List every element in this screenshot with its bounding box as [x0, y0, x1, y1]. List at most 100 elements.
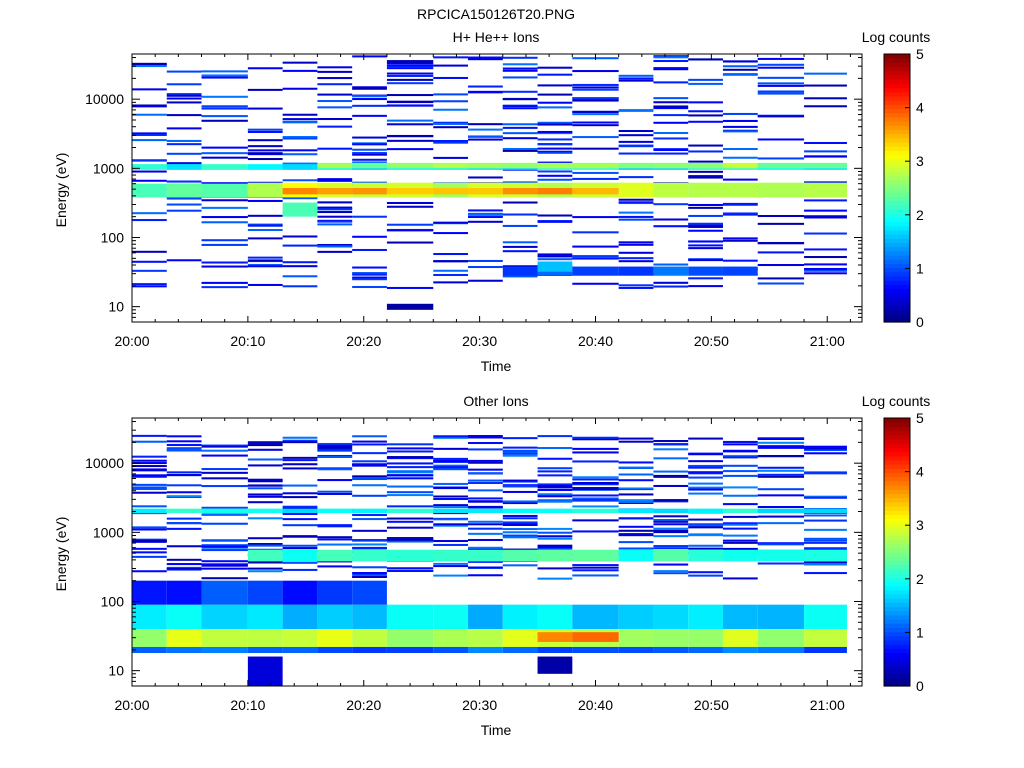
heatmap-cell [653, 570, 689, 573]
heatmap-cell [386, 466, 434, 469]
heatmap-cell [282, 535, 318, 538]
colorbar-segment [884, 204, 910, 210]
heatmap-cell [352, 285, 387, 289]
heatmap-cell [537, 447, 573, 450]
heatmap-cell [572, 216, 619, 219]
colorbar-segment [884, 639, 910, 645]
heatmap-cell [618, 215, 654, 218]
heatmap-cell [537, 170, 573, 173]
heatmap-cell [618, 286, 654, 289]
colorbar-segment [884, 556, 910, 561]
heatmap-cell [201, 199, 248, 202]
heatmap-band-cell [317, 162, 353, 169]
heatmap-band-cell [572, 266, 619, 276]
heatmap-cell [201, 485, 248, 488]
heatmap-cell [804, 209, 847, 212]
heatmap-cell [653, 285, 689, 288]
heatmap-cell [166, 522, 202, 525]
colorbar-segment [884, 162, 910, 168]
heatmap-cell [317, 479, 353, 482]
heatmap-cell [132, 526, 167, 529]
heatmap-cell [352, 86, 387, 89]
heatmap-cell [132, 491, 167, 494]
heatmap-band-cell [433, 187, 469, 195]
heatmap-cell [468, 441, 503, 445]
heatmap-cell [804, 528, 847, 531]
heatmap-cell [317, 223, 353, 226]
plot-frame [131, 53, 863, 323]
heatmap-cell [618, 517, 654, 520]
heatmap-cell [653, 67, 689, 70]
heatmap-cell [201, 95, 248, 98]
heatmap-cell [386, 61, 434, 64]
heatmap-cell [804, 267, 847, 270]
heatmap-cell [132, 65, 167, 68]
heatmap-cell [282, 69, 318, 72]
heatmap-cell [618, 501, 654, 505]
heatmap-cell [166, 473, 202, 477]
x-tick-label: 21:00 [810, 333, 845, 349]
heatmap-cell [282, 121, 318, 124]
colorbar-segment [884, 141, 910, 147]
heatmap-band-cell [352, 162, 387, 169]
heatmap-cell [468, 259, 503, 262]
heatmap-cell [722, 523, 758, 526]
colorbar-segment [884, 606, 910, 612]
heatmap-cell [201, 544, 248, 547]
heatmap-band-cell [433, 604, 469, 630]
heatmap-cell [502, 67, 538, 70]
heatmap-cell [132, 462, 167, 465]
heatmap-cell [757, 251, 805, 254]
heatmap-cell [132, 62, 167, 65]
heatmap-cell [722, 65, 758, 68]
heatmap-band-cell [722, 182, 758, 198]
heatmap-cell [502, 548, 538, 551]
x-axis-label: Time [481, 722, 512, 738]
heatmap-cell [317, 468, 353, 471]
panel-h-he-ions: H+ He++ Ions 20:00 20:10 20:20 20:30 20:40 20… [53, 29, 930, 374]
heatmap-cell [618, 499, 654, 502]
heatmap-cell [433, 232, 469, 235]
heatmap-cell [468, 547, 503, 550]
colorbar-segment [884, 246, 910, 252]
heatmap-cell [653, 68, 689, 71]
heatmap-cell [166, 114, 202, 117]
heatmap-cell [352, 573, 387, 576]
heatmap-band-cell [757, 646, 805, 654]
heatmap-cell [468, 56, 503, 59]
heatmap-band-cell [352, 187, 387, 195]
heatmap-cell [201, 286, 248, 289]
heatmap-band-cell [618, 646, 654, 654]
x-tick-label: 20:10 [230, 697, 265, 713]
heatmap-cell [618, 201, 654, 204]
heatmap-cell [688, 78, 723, 81]
heatmap-cell [722, 239, 758, 242]
heatmap-cell [201, 546, 248, 549]
heatmap-band-cell [618, 182, 654, 198]
heatmap-cell [804, 199, 847, 202]
heatmap-cell [653, 547, 689, 550]
heatmap-cell [201, 567, 248, 570]
heatmap-band-cell [247, 629, 283, 647]
heatmap-band-cell [757, 162, 805, 169]
heatmap-cell [352, 143, 387, 146]
heatmap-cell [468, 91, 503, 94]
heatmap-cell [653, 520, 689, 523]
x-tick-label: 20:40 [578, 333, 613, 349]
heatmap-cell [653, 131, 689, 135]
heatmap-cell [352, 153, 387, 156]
heatmap-cell [653, 152, 689, 155]
heatmap-cell [166, 568, 202, 571]
heatmap-cell [386, 470, 434, 473]
heatmap-cell [132, 212, 167, 215]
heatmap-cell [352, 543, 387, 546]
heatmap-cell [572, 171, 619, 174]
heatmap-band-cell [804, 646, 847, 654]
colorbar-segment [884, 476, 910, 482]
heatmap-cell [166, 97, 202, 100]
heatmap-cell [653, 563, 689, 566]
heatmap-cell [352, 571, 387, 575]
heatmap-cells [132, 434, 847, 686]
heatmap-band-cell [688, 549, 723, 562]
heatmap-cell [386, 72, 434, 75]
